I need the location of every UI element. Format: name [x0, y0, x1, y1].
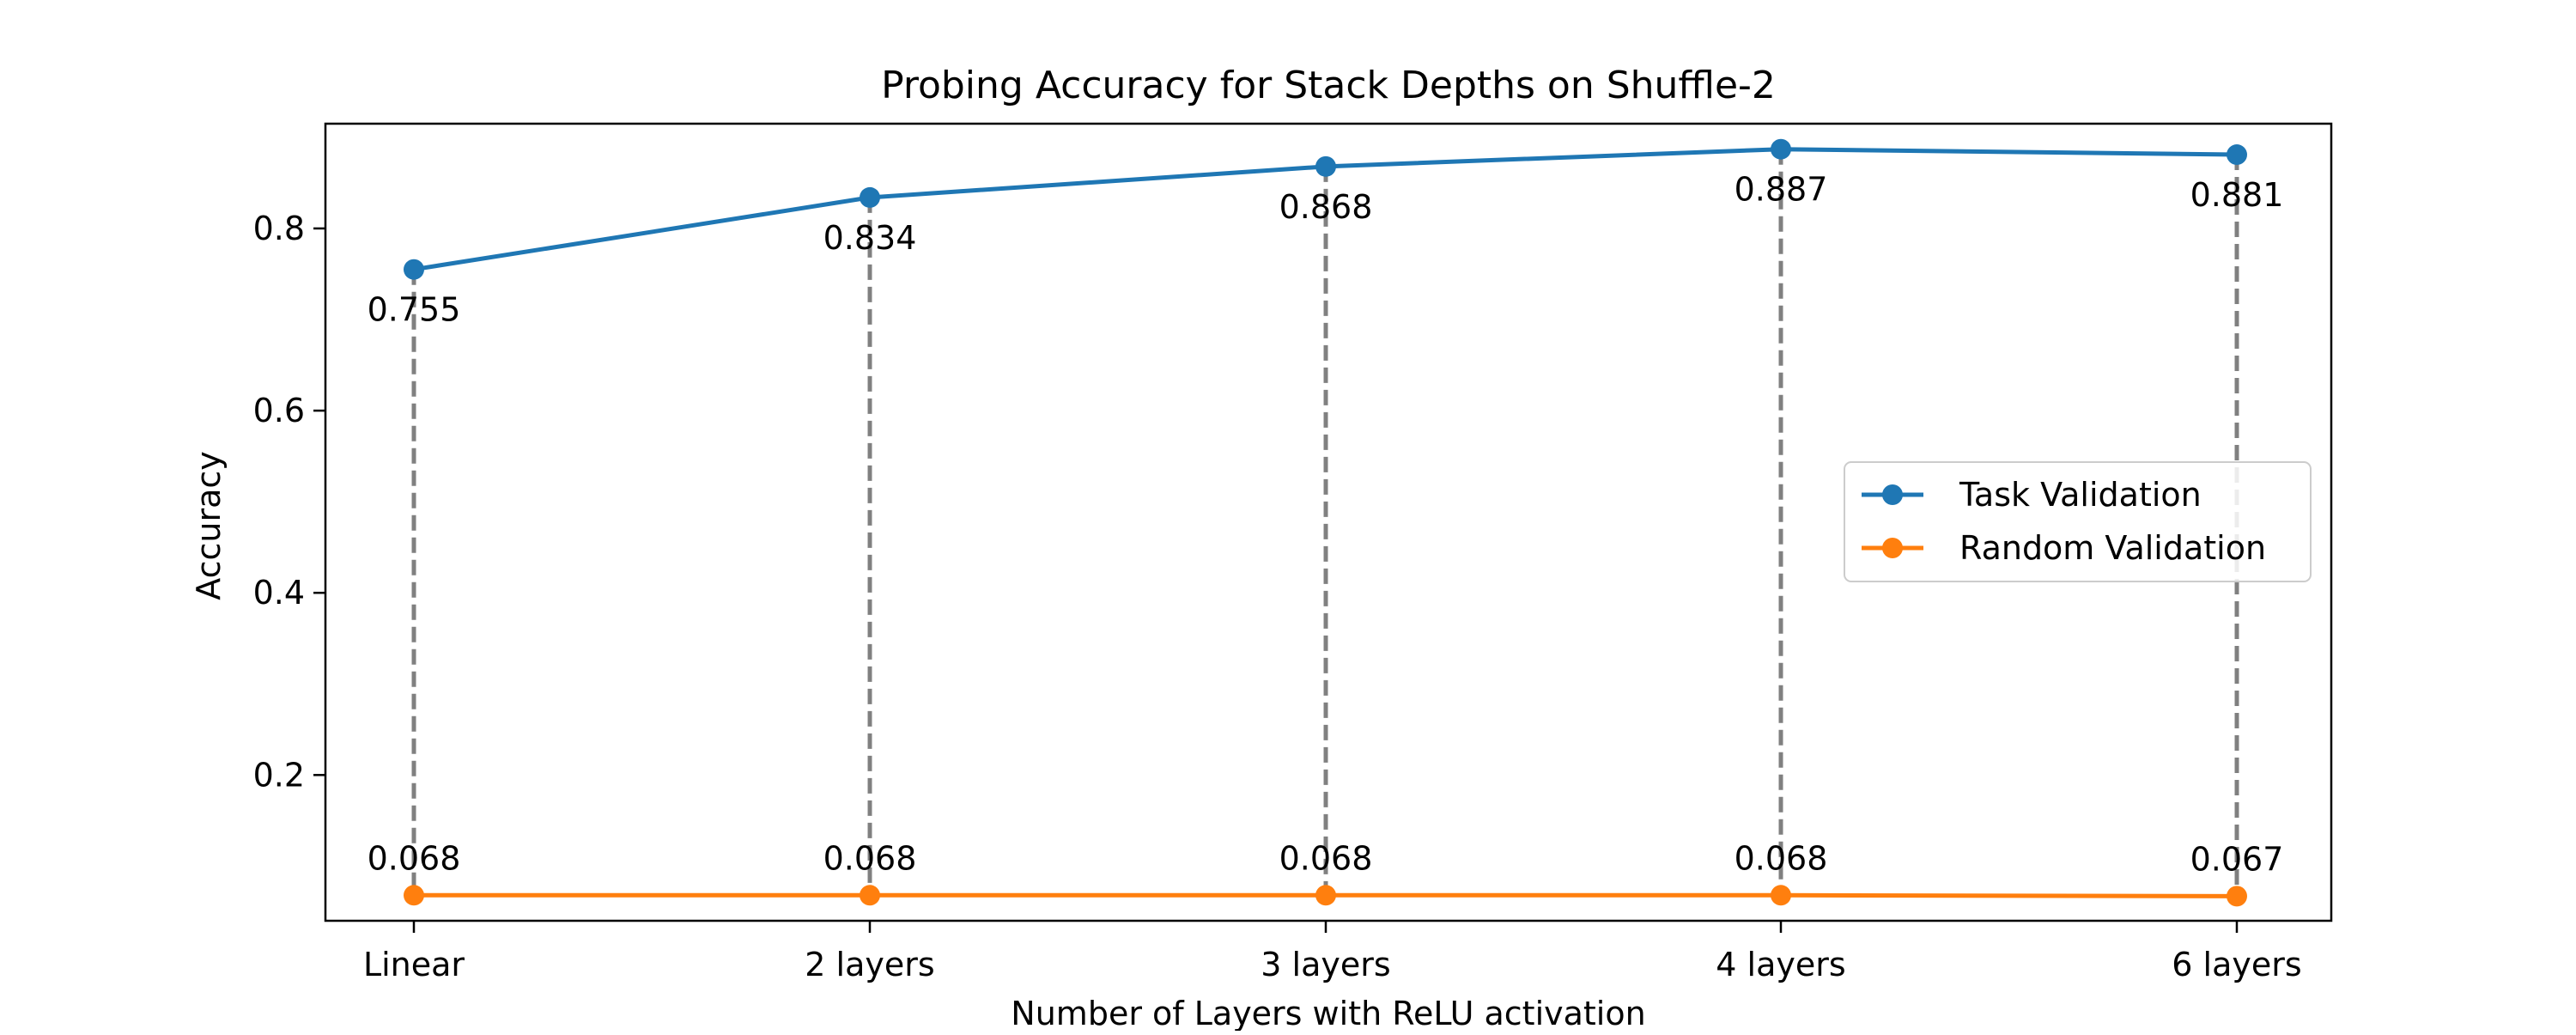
data-label: 0.068: [1735, 839, 1828, 877]
data-label: 0.068: [368, 839, 461, 877]
y-axis-ticks: 0.2 0.4 0.6 0.8: [253, 210, 325, 794]
data-point: [860, 885, 880, 906]
y-axis-label: Accuracy: [190, 451, 228, 600]
x-tick-label: 3 layers: [1261, 946, 1390, 983]
data-label: 0.887: [1735, 171, 1828, 209]
legend: Task Validation Random Validation: [1844, 461, 2312, 582]
data-point: [1771, 885, 1791, 906]
data-markers: [404, 138, 2247, 907]
y-tick-label: 0.4: [253, 574, 305, 612]
x-tick-label: 6 layers: [2172, 946, 2301, 983]
data-label: 0.068: [823, 839, 917, 877]
legend-box: [1844, 461, 2312, 582]
data-labels: 0.755 0.834 0.868 0.887 0.881 0.068 0.068 0.068…: [368, 171, 2284, 879]
data-label: 0.068: [1279, 839, 1373, 877]
data-point: [1315, 155, 1336, 177]
x-axis-label: Number of Layers with ReLU activation: [1011, 995, 1645, 1031]
x-tick-label: 2 layers: [805, 946, 934, 983]
data-label: 0.834: [823, 219, 917, 257]
y-tick-label: 0.8: [253, 210, 305, 247]
x-tick-label: 4 layers: [1716, 946, 1845, 983]
plot-frame: [324, 122, 2333, 922]
data-point: [2227, 886, 2247, 907]
legend-label: Task Validation: [1959, 476, 2202, 514]
data-point: [1315, 885, 1336, 906]
data-point: [2227, 144, 2247, 166]
y-tick-label: 0.2: [253, 756, 305, 794]
data-label: 0.881: [2190, 176, 2284, 214]
data-point: [860, 186, 880, 208]
data-label: 0.755: [368, 291, 461, 329]
legend-label: Random Validation: [1959, 529, 2266, 567]
data-label: 0.067: [2190, 840, 2284, 878]
chart-title: Probing Accuracy for Stack Depths on Shu…: [881, 64, 1776, 107]
y-tick-label: 0.6: [253, 392, 305, 429]
data-point: [404, 885, 424, 906]
legend-swatch-marker: [1882, 484, 1903, 505]
data-point: [404, 259, 424, 280]
x-tick-label: Linear: [363, 946, 465, 983]
data-label: 0.868: [1279, 188, 1373, 226]
x-axis-ticks: Linear 2 layers 3 layers 4 layers 6 layers: [363, 921, 2302, 983]
data-point: [1771, 138, 1791, 160]
legend-swatch-marker: [1882, 538, 1903, 558]
